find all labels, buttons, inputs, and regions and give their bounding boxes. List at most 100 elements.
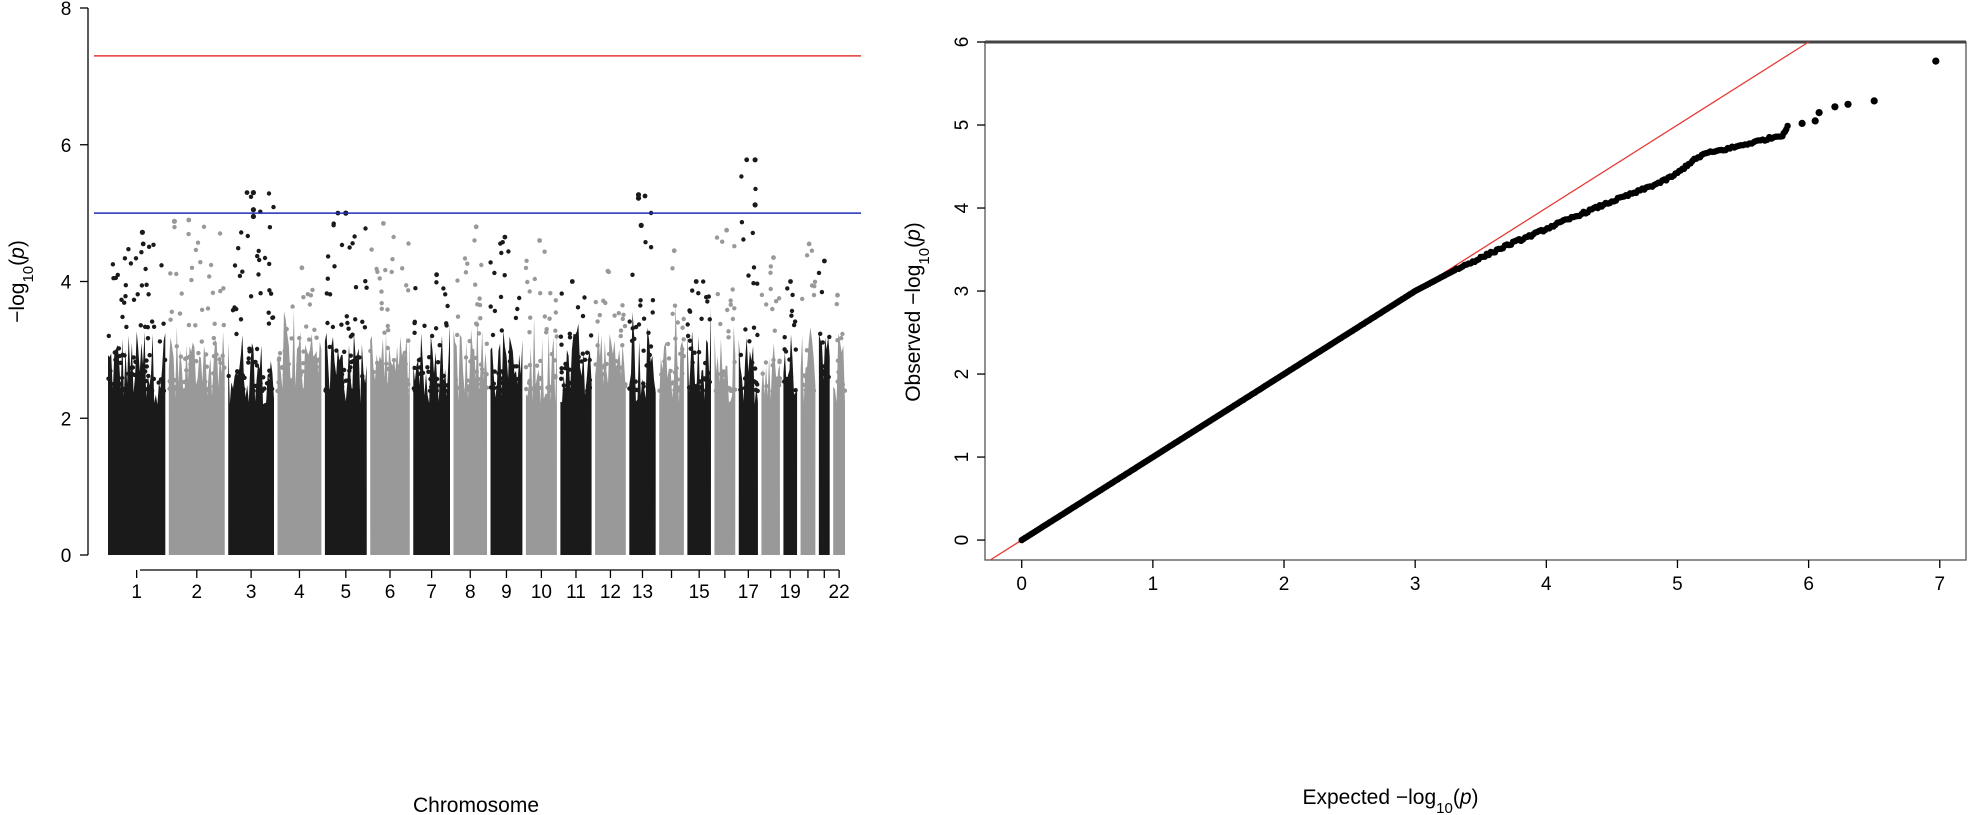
snp-point xyxy=(198,260,203,265)
snp-point xyxy=(412,330,417,335)
snp-point xyxy=(331,221,336,226)
snp-point xyxy=(473,355,479,361)
snp-point xyxy=(270,315,276,320)
manhattan-x-tick-label: 1 xyxy=(131,582,142,603)
snp-point xyxy=(314,335,319,340)
snp-point xyxy=(121,386,126,392)
snp-point xyxy=(506,249,511,254)
snp-point xyxy=(391,234,396,240)
snp-point xyxy=(755,382,760,387)
snp-point xyxy=(118,360,123,365)
qq-x-tick-label: 6 xyxy=(1803,574,1814,595)
snp-point xyxy=(500,380,506,386)
snp-point xyxy=(384,383,389,389)
manhattan-x-tick-label: 6 xyxy=(385,582,396,603)
snp-point xyxy=(512,379,518,384)
snp-point xyxy=(567,380,572,386)
snp-point xyxy=(342,349,347,354)
snp-point xyxy=(128,261,134,266)
snp-point xyxy=(434,376,440,382)
snp-point xyxy=(492,369,497,374)
snp-notable-point xyxy=(752,202,758,208)
snp-point xyxy=(820,340,825,345)
snp-point xyxy=(363,226,368,231)
snp-point xyxy=(553,298,558,303)
snp-point xyxy=(353,285,359,290)
snp-point xyxy=(349,359,354,365)
snp-point xyxy=(472,238,477,243)
snp-point xyxy=(377,276,382,281)
snp-point xyxy=(755,388,760,394)
snp-point xyxy=(488,260,493,265)
snp-point xyxy=(670,311,675,316)
snp-point xyxy=(614,359,619,364)
snp-point xyxy=(498,387,503,392)
snp-point xyxy=(362,387,367,392)
snp-point xyxy=(819,289,825,295)
snp-point xyxy=(680,346,685,352)
snp-point xyxy=(641,348,646,353)
snp-point xyxy=(636,322,642,327)
chromosome-block-2 xyxy=(167,217,227,555)
snp-point xyxy=(474,321,479,326)
snp-point xyxy=(310,381,315,386)
snp-point xyxy=(685,322,690,327)
chromosome-density-19 xyxy=(783,334,798,555)
snp-point xyxy=(629,338,635,343)
snp-point xyxy=(755,332,760,338)
snp-point xyxy=(330,324,336,330)
snp-point xyxy=(730,287,735,292)
snp-point xyxy=(390,257,395,262)
snp-point xyxy=(627,319,632,324)
snp-point xyxy=(638,303,643,308)
snp-point xyxy=(189,277,194,283)
snp-point xyxy=(742,385,748,391)
snp-point xyxy=(615,365,620,370)
snp-point xyxy=(161,321,166,326)
snp-point xyxy=(750,360,755,365)
snp-point xyxy=(247,346,252,351)
snp-point xyxy=(621,312,626,317)
snp-point xyxy=(706,370,711,376)
snp-point xyxy=(498,241,503,246)
snp-point xyxy=(806,381,811,386)
chromosome-density-14 xyxy=(659,303,684,555)
snp-point xyxy=(427,388,433,393)
snp-point xyxy=(346,377,351,383)
snp-point xyxy=(387,366,392,371)
snp-point xyxy=(703,377,708,382)
snp-point xyxy=(125,388,130,394)
snp-point xyxy=(256,272,261,277)
snp-point xyxy=(347,245,352,250)
snp-point xyxy=(355,388,360,393)
snp-point xyxy=(593,299,598,305)
snp-point xyxy=(211,354,217,359)
snp-point xyxy=(374,387,380,392)
snp-point xyxy=(186,231,191,237)
snp-point xyxy=(330,384,335,390)
snp-point xyxy=(199,339,204,344)
snp-point xyxy=(139,377,144,382)
snp-point xyxy=(812,284,817,289)
snp-point xyxy=(818,331,823,336)
snp-point xyxy=(258,381,263,386)
snp-point xyxy=(572,358,577,364)
snp-point xyxy=(479,367,485,372)
snp-peak-point xyxy=(724,227,729,233)
snp-point xyxy=(119,297,124,302)
snp-point xyxy=(334,348,339,353)
snp-point xyxy=(106,333,112,339)
snp-point xyxy=(701,279,706,284)
snp-point xyxy=(768,286,773,292)
snp-point xyxy=(554,334,559,339)
chromosome-block-22 xyxy=(833,292,848,555)
snp-point xyxy=(232,305,237,310)
snp-point xyxy=(680,371,685,376)
manhattan-x-tick-label: 10 xyxy=(531,582,552,603)
snp-point xyxy=(759,292,765,298)
snp-point xyxy=(144,364,149,369)
snp-point xyxy=(314,359,319,365)
snp-point xyxy=(379,306,384,311)
snp-point xyxy=(822,388,827,393)
snp-point xyxy=(193,323,198,328)
